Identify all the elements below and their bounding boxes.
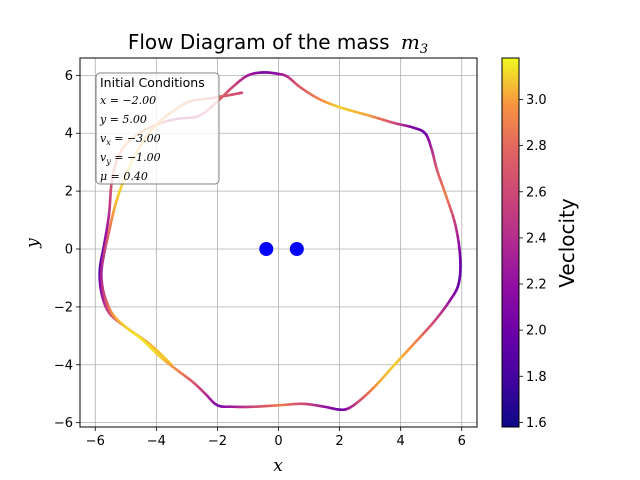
colorbar-tick-label: 2.2	[526, 278, 547, 293]
x-tick-label: −4	[147, 434, 166, 449]
colorbar-bar	[501, 57, 520, 428]
chart-title: Flow Diagram of the mass m3	[128, 30, 428, 57]
x-tick-label: 2	[335, 434, 343, 449]
y-tick-label: −4	[54, 358, 73, 373]
y-tick-label: 2	[65, 185, 73, 200]
mass-point-2	[289, 242, 304, 257]
y-tick-label: 6	[65, 69, 73, 84]
colorbar-tick-label: 2.0	[526, 324, 547, 339]
colorbar-tick-label: 2.4	[526, 231, 547, 246]
y-axis-label: y	[23, 238, 43, 249]
y-tick-label: 4	[65, 127, 73, 142]
initial-conditions-box: Initial Conditions x = −2.00 y = 5.00 vx =…	[95, 72, 220, 185]
x-axis-label: x	[273, 456, 283, 476]
initial-condition-line: μ = 0.40	[100, 170, 148, 183]
colorbar-tick-label: 1.6	[526, 416, 547, 431]
colorbar-tick-label: 1.8	[526, 370, 547, 385]
plot-area: −6 −4 −2 0 2 4 6 −6 −4 −2 0 2 4 6	[54, 57, 478, 449]
y-tick-label: 0	[65, 243, 73, 258]
initial-conditions-frame	[95, 72, 220, 185]
initial-condition-line: vy = −1.00	[100, 151, 161, 166]
chart-title-math-sub: 3	[420, 42, 428, 57]
chart-title-text: Flow Diagram of the mass	[128, 30, 390, 54]
initial-condition-line: vx = −3.00	[100, 132, 161, 147]
initial-condition-line: y = 5.00	[99, 113, 147, 126]
masses	[259, 242, 304, 257]
colorbar-tick-label: 3.0	[526, 93, 547, 108]
x-tick-label: 6	[458, 434, 466, 449]
colorbar-label: Veclocity	[555, 198, 579, 288]
y-tick-label: −2	[54, 300, 73, 315]
y-tick-label: −6	[54, 416, 73, 431]
colorbar-tick-label: 2.6	[526, 185, 547, 200]
x-tick-label: −2	[208, 434, 227, 449]
mass-point-1	[259, 242, 274, 257]
colorbar-ticks: 1.6 1.8 2.0 2.2 2.4 2.6 2.8 3.0	[519, 93, 547, 431]
x-axis-ticks: −6 −4 −2 0 2 4 6	[86, 427, 466, 449]
x-tick-label: 0	[274, 434, 282, 449]
chart-title-math: m	[401, 30, 420, 54]
colorbar-tick-label: 2.8	[526, 139, 547, 154]
y-axis-ticks: −6 −4 −2 0 2 4 6	[54, 69, 80, 431]
x-tick-label: −6	[86, 434, 105, 449]
x-tick-label: 4	[397, 434, 405, 449]
colorbar: 1.6 1.8 2.0 2.2 2.4 2.6 2.8 3.0 Veclocity	[501, 57, 579, 431]
initial-condition-line: x = −2.00	[100, 94, 156, 107]
initial-conditions-title: Initial Conditions	[100, 75, 205, 90]
initial-conditions-lines: x = −2.00 y = 5.00 vx = −3.00 vy = −1.00 μ =…	[99, 94, 161, 183]
